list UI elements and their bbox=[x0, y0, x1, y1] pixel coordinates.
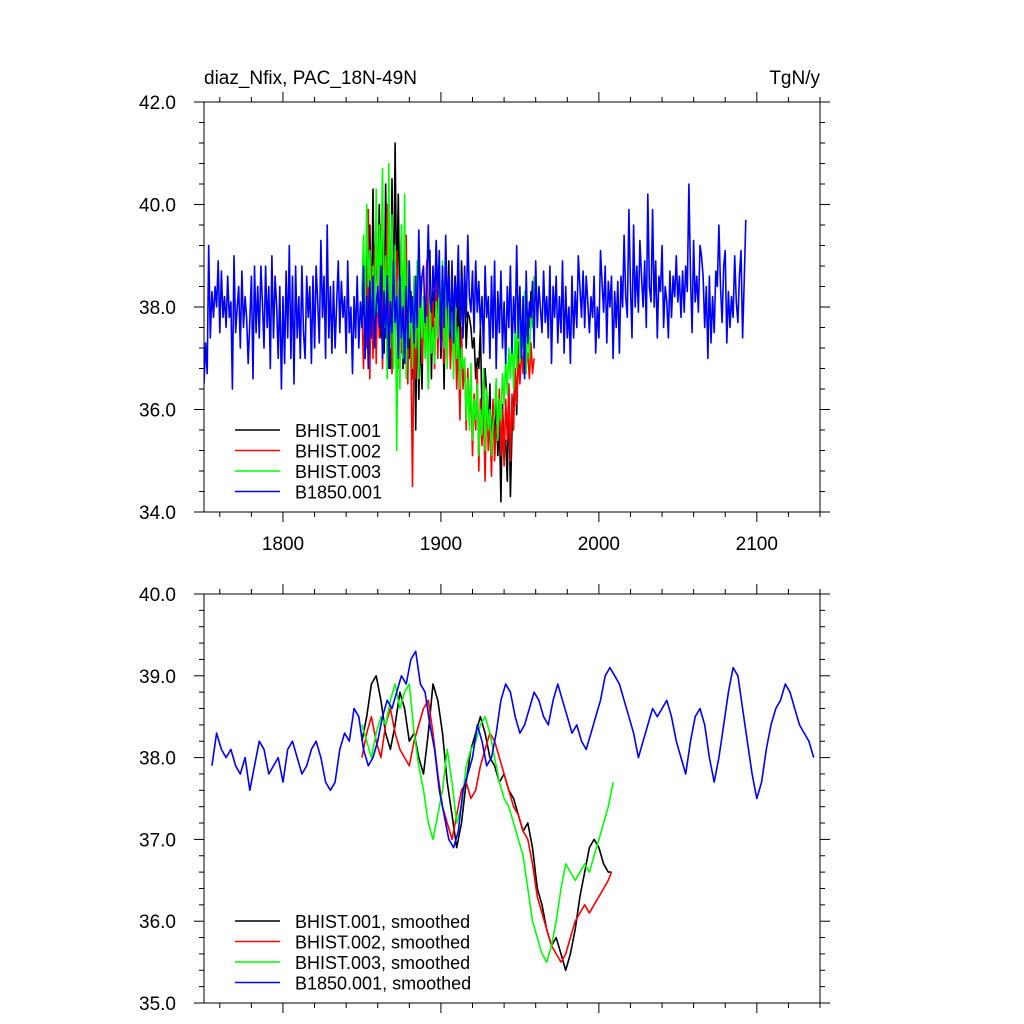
y-tick-label: 36.0 bbox=[139, 401, 176, 422]
legend-label: BHIST.001, smoothed bbox=[295, 912, 470, 932]
x-tick-label: 2000 bbox=[578, 534, 620, 555]
y-tick-label: 35.0 bbox=[139, 994, 176, 1015]
series-line-b1850-001 bbox=[204, 183, 747, 390]
legend-label: B1850.001, smoothed bbox=[295, 974, 471, 994]
series-lines bbox=[204, 142, 747, 503]
series-line-bhist-002-smoothed bbox=[361, 699, 613, 963]
y-tick-label: 40.0 bbox=[139, 585, 176, 606]
y-tick-label: 34.0 bbox=[139, 503, 176, 524]
plot-frame bbox=[203, 593, 821, 1004]
y-tick-label: 42.0 bbox=[139, 93, 176, 114]
y-tick-label: 38.0 bbox=[139, 298, 176, 319]
series-lines bbox=[211, 650, 815, 972]
bottom-panel: 35.0 36.0 37.0 38.0 39.0 40.0 BHIST.001, smoot… bbox=[139, 584, 830, 1015]
top-panel: 1800 1900 2000 2100 34.0 36.0 38.0 40.0 42.0 BHIS… bbox=[139, 92, 830, 555]
x-tick-label: 2100 bbox=[736, 534, 778, 555]
y-tick-label: 40.0 bbox=[139, 196, 176, 217]
legend-label: BHIST.002, smoothed bbox=[295, 933, 470, 953]
y-tick-label: 39.0 bbox=[139, 667, 176, 688]
y-tick-label: 37.0 bbox=[139, 830, 176, 851]
legend-label: BHIST.002 bbox=[295, 442, 381, 462]
y-tick-label: 38.0 bbox=[139, 749, 176, 770]
series-line-bhist-003 bbox=[361, 162, 535, 457]
legend-label: B1850.001 bbox=[295, 483, 382, 503]
legend-label: BHIST.003 bbox=[295, 462, 381, 482]
top-title-right: TgN/y bbox=[769, 68, 820, 89]
top-title-left: diaz_Nfix, PAC_18N-49N bbox=[204, 68, 417, 89]
legend-label: BHIST.001 bbox=[295, 421, 381, 441]
x-tick-label: 1900 bbox=[420, 534, 462, 555]
legend-label: BHIST.003, smoothed bbox=[295, 953, 470, 973]
y-tick-label: 36.0 bbox=[139, 912, 176, 933]
series-line-bhist-003-smoothed bbox=[361, 683, 614, 963]
series-line-bhist-001-smoothed bbox=[361, 674, 612, 972]
x-tick-label: 1800 bbox=[262, 534, 304, 555]
series-line-b1850-001-smoothed bbox=[211, 650, 815, 849]
